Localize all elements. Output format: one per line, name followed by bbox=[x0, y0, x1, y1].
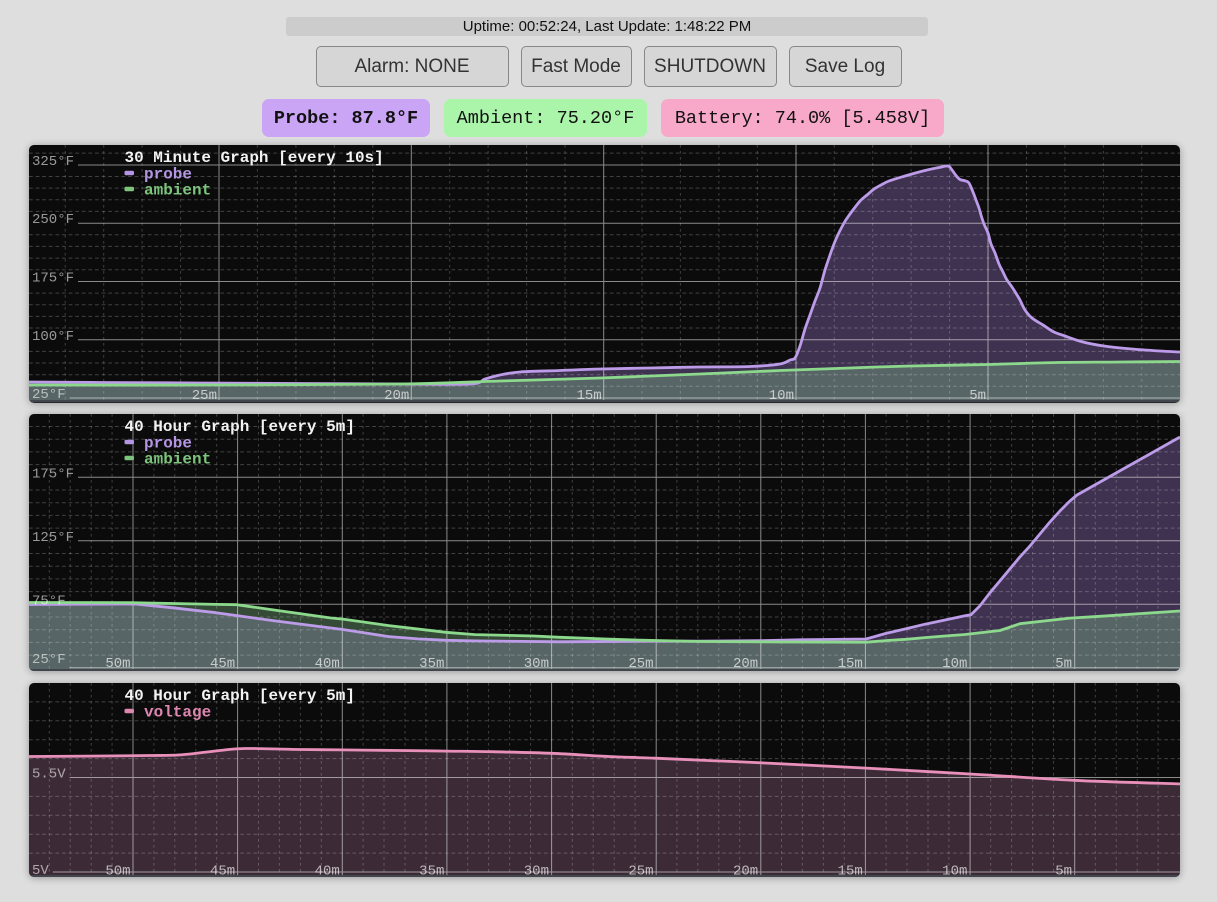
svg-text:40m: 40m bbox=[315, 656, 340, 671]
svg-text:20m: 20m bbox=[384, 388, 409, 403]
svg-text:25m: 25m bbox=[628, 656, 653, 671]
svg-text:25°F: 25°F bbox=[32, 652, 66, 668]
svg-text:5V: 5V bbox=[32, 863, 49, 878]
svg-text:40 Hour Graph [every 5m]: 40 Hour Graph [every 5m] bbox=[125, 418, 355, 436]
svg-text:50m: 50m bbox=[105, 656, 130, 671]
svg-text:30m: 30m bbox=[524, 656, 549, 671]
svg-text:10m: 10m bbox=[942, 863, 967, 877]
svg-text:30m: 30m bbox=[524, 863, 549, 877]
svg-text:175°F: 175°F bbox=[32, 271, 74, 287]
svg-text:35m: 35m bbox=[419, 863, 444, 877]
svg-text:250°F: 250°F bbox=[32, 212, 74, 228]
svg-text:325°F: 325°F bbox=[32, 154, 74, 170]
svg-text:5m: 5m bbox=[1055, 656, 1072, 671]
svg-text:15m: 15m bbox=[576, 388, 601, 403]
svg-text:ambient: ambient bbox=[144, 182, 211, 200]
svg-text:45m: 45m bbox=[210, 656, 235, 671]
svg-text:20m: 20m bbox=[733, 656, 758, 671]
svg-text:probe: probe bbox=[144, 166, 192, 184]
svg-text:30 Minute Graph [every 10s]: 30 Minute Graph [every 10s] bbox=[125, 149, 384, 167]
svg-text:50m: 50m bbox=[105, 863, 130, 877]
svg-text:5m: 5m bbox=[969, 388, 986, 403]
svg-text:20m: 20m bbox=[733, 863, 758, 877]
svg-text:125°F: 125°F bbox=[32, 530, 74, 546]
svg-text:25m: 25m bbox=[192, 388, 217, 403]
svg-text:40 Hour Graph [every 5m]: 40 Hour Graph [every 5m] bbox=[125, 687, 355, 705]
svg-text:ambient: ambient bbox=[144, 451, 211, 469]
svg-text:15m: 15m bbox=[838, 656, 863, 671]
svg-text:voltage: voltage bbox=[144, 703, 211, 721]
svg-text:10m: 10m bbox=[942, 656, 967, 671]
svg-text:5m: 5m bbox=[1055, 863, 1072, 877]
svg-text:45m: 45m bbox=[210, 863, 235, 877]
svg-text:10m: 10m bbox=[769, 388, 794, 403]
svg-text:25°F: 25°F bbox=[32, 387, 66, 403]
svg-text:175°F: 175°F bbox=[32, 466, 74, 482]
svg-text:5.5V: 5.5V bbox=[32, 766, 66, 782]
svg-text:15m: 15m bbox=[838, 863, 863, 877]
svg-text:25m: 25m bbox=[628, 863, 653, 877]
svg-text:40m: 40m bbox=[315, 863, 340, 877]
svg-text:100°F: 100°F bbox=[32, 329, 74, 345]
svg-text:75°F: 75°F bbox=[32, 593, 66, 609]
svg-text:35m: 35m bbox=[419, 656, 444, 671]
svg-text:probe: probe bbox=[144, 435, 192, 453]
